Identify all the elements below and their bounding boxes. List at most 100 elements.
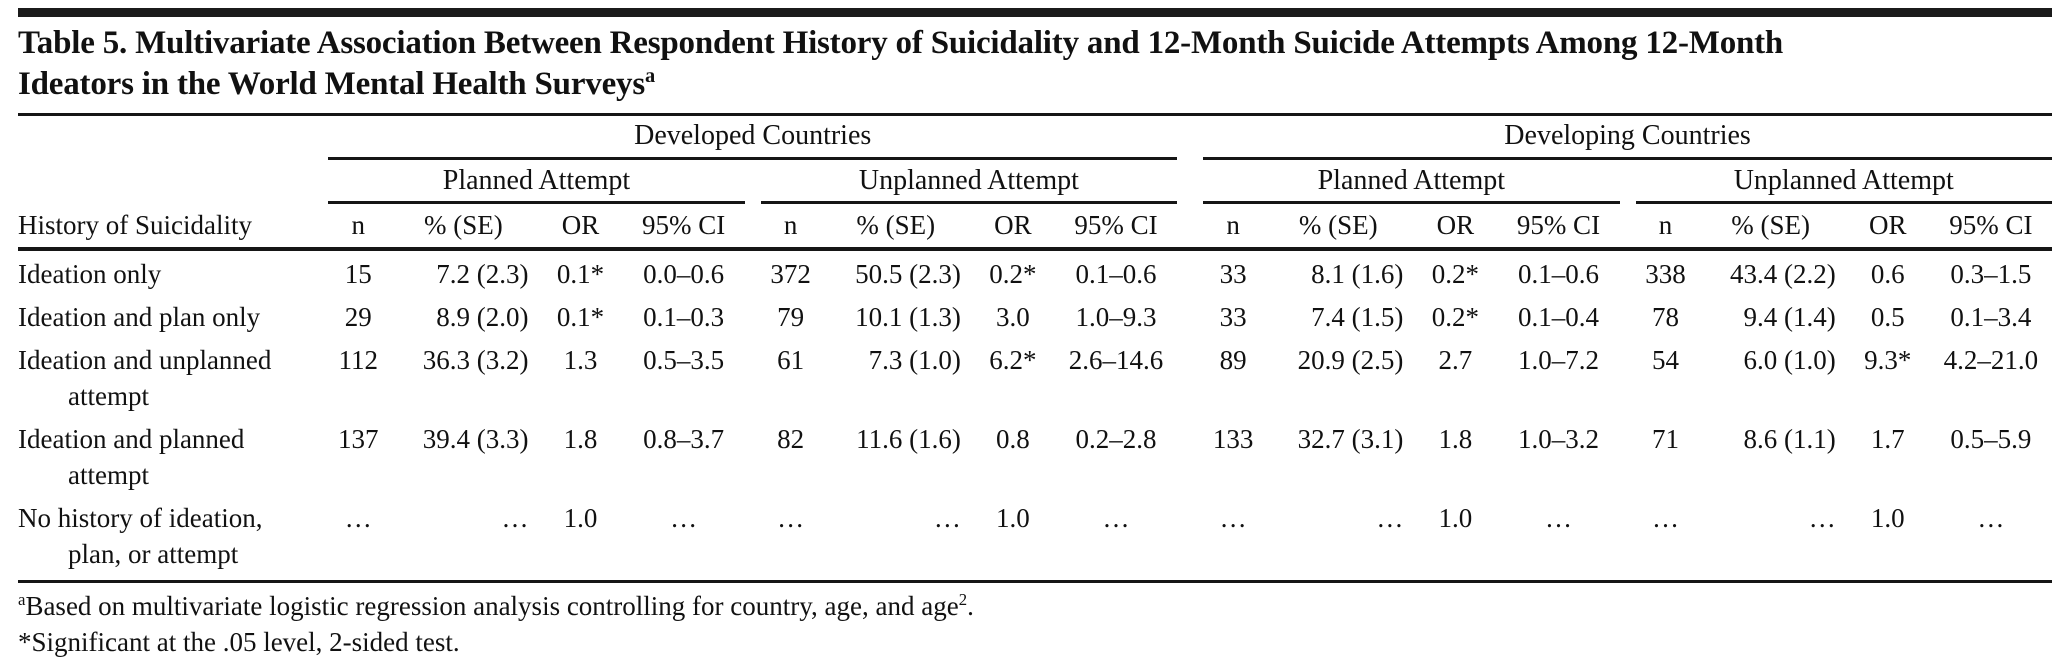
table-cell: 1.0–3.2: [1517, 423, 1599, 454]
column-header-pct-se: % (SE): [1263, 202, 1414, 252]
column-spacer: [18, 159, 328, 203]
table-cell: 0.8–3.7: [643, 423, 725, 454]
column-spacer: [745, 159, 761, 203]
table-cell: 1.0: [970, 494, 1055, 584]
column-header-ci: 95% CI: [1497, 202, 1620, 252]
table-cell: 1.0–9.3: [1075, 302, 1157, 333]
row-label: Ideation and planned attempt: [18, 416, 328, 495]
column-header-pct-se: % (SE): [820, 202, 971, 252]
column-header-n: n: [1635, 202, 1696, 252]
table-cell: …: [328, 494, 389, 584]
table-cell: 2.6–14.6: [1068, 345, 1164, 375]
table-cell: …: [388, 494, 539, 584]
row-label: Ideation and plan only: [18, 294, 328, 337]
table-cell: 1.0: [538, 494, 623, 584]
row-label: Ideation and unplanned attempt: [18, 337, 328, 416]
table-cell: 2.7: [1438, 345, 1473, 375]
column-spacer: [1620, 416, 1636, 495]
column-spacer: [1620, 337, 1636, 416]
column-header-ci: 95% CI: [1054, 202, 1178, 252]
footnote-significance: *Significant at the .05 level, 2-sided t…: [18, 627, 460, 658]
developing-planned-header: Planned Attempt: [1203, 158, 1620, 205]
table-cell: 20.9 (2.5): [1297, 345, 1404, 375]
column-spacer: [1620, 294, 1636, 337]
stat-header-row: History of Suicidality n % (SE) OR 95% C…: [18, 202, 2052, 252]
table-cell: 0.6: [1870, 259, 1905, 290]
table-cell: 79: [777, 302, 805, 333]
row-label-line2: attempt: [68, 380, 149, 411]
table-row-ideation-plan-only: Ideation and plan only 29 8.9 (2.0) 0.1*…: [18, 294, 2052, 337]
column-spacer: [745, 294, 761, 337]
row-label: Ideation only: [18, 249, 328, 294]
developing-countries-header: Developing Countries: [1203, 116, 2052, 161]
footnote-a-text: Based on multivariate logistic regressio…: [25, 591, 959, 622]
table-row-ideation-unplanned-attempt: Ideation and unplanned attempt 112 36.3 (…: [18, 337, 2052, 416]
table-cell: 10.1 (1.3): [855, 302, 961, 333]
column-spacer: [1620, 159, 1636, 203]
table-cell: 1.8: [563, 423, 598, 454]
table-cell: 29: [344, 302, 372, 333]
table-cell: 82: [777, 423, 805, 454]
table-cell: 9.4 (1.4): [1743, 302, 1836, 333]
table-cell: …: [1929, 494, 2052, 584]
table-cell: …: [820, 494, 971, 584]
table-cell: 4.2–21.0: [1943, 345, 2039, 375]
table-cell: 0.2*: [1431, 259, 1479, 290]
column-spacer: [744, 202, 761, 252]
table-cell: 6.0 (1.0): [1743, 345, 1836, 375]
title-footnote-marker: a: [644, 64, 655, 87]
table-cell: 0.1*: [556, 259, 605, 290]
table-cell: …: [1635, 494, 1696, 584]
table-cell: 54: [1652, 345, 1680, 375]
row-label-line1: No history of ideation,: [18, 502, 263, 533]
table-cell: 0.5: [1870, 302, 1905, 333]
table-cell: 8.6 (1.1): [1743, 423, 1836, 454]
table-cell: 8.9 (2.0): [436, 302, 529, 333]
table-cell: 1.0: [1413, 494, 1498, 584]
row-label-line1: Ideation and planned: [18, 423, 245, 454]
table-cell: 7.3 (1.0): [868, 345, 961, 375]
table-cell: 133: [1212, 423, 1254, 454]
table-cell: 61: [777, 345, 805, 375]
table-cell: 1.0–7.2: [1517, 345, 1599, 375]
column-header-n: n: [1203, 202, 1264, 252]
footnote-a-superscript-2: 2: [958, 590, 968, 610]
row-label-line1: Ideation and plan only: [18, 302, 261, 333]
table-cell: 0.3–1.5: [1950, 259, 2032, 290]
column-spacer: [1177, 494, 1204, 584]
table-cell: 0.1–0.6: [1517, 259, 1599, 290]
column-header-or: OR: [970, 202, 1055, 252]
table-cell: 15: [344, 259, 372, 290]
table-cell: 71: [1652, 423, 1680, 454]
column-header-ci: 95% CI: [622, 202, 745, 252]
column-header-or: OR: [1845, 202, 1930, 252]
table-cell: …: [760, 494, 821, 584]
column-spacer: [1619, 202, 1636, 252]
table-cell: 8.1 (1.6): [1311, 259, 1404, 290]
table-cell: 3.0: [996, 302, 1030, 333]
column-spacer: [1620, 249, 1636, 294]
table-cell: 0.1–0.6: [1075, 259, 1157, 290]
table-row-ideation-only: Ideation only 15 7.2 (2.3) 0.1* 0.0–0.6 …: [18, 249, 2052, 294]
table-cell: 0.5–5.9: [1950, 423, 2032, 454]
row-label-line2: attempt: [68, 459, 149, 490]
table-cell: …: [1497, 494, 1620, 584]
table-cell: 0.5–3.5: [643, 345, 725, 375]
column-spacer: [18, 116, 328, 159]
column-header-or: OR: [1413, 202, 1498, 252]
column-spacer: [1177, 337, 1203, 416]
column-header-or: OR: [538, 202, 623, 252]
table-title-block: Table 5. Multivariate Association Betwee…: [18, 17, 2052, 117]
column-spacer: [1177, 294, 1203, 337]
row-label-line1: Ideation only: [18, 259, 162, 290]
table-cell: 372: [770, 259, 811, 290]
table-row-ideation-planned-attempt: Ideation and planned attempt 137 39.4 (3.…: [18, 416, 2052, 495]
developed-planned-header: Planned Attempt: [328, 158, 745, 205]
table-cell: 0.2*: [989, 259, 1037, 290]
column-spacer: [1177, 416, 1203, 495]
table-cell: 0.1*: [556, 302, 605, 333]
developed-countries-header: Developed Countries: [328, 116, 1178, 161]
table-cell: 0.8: [996, 423, 1030, 454]
table-cell: 7.4 (1.5): [1311, 302, 1404, 333]
column-spacer: [1177, 116, 1203, 159]
